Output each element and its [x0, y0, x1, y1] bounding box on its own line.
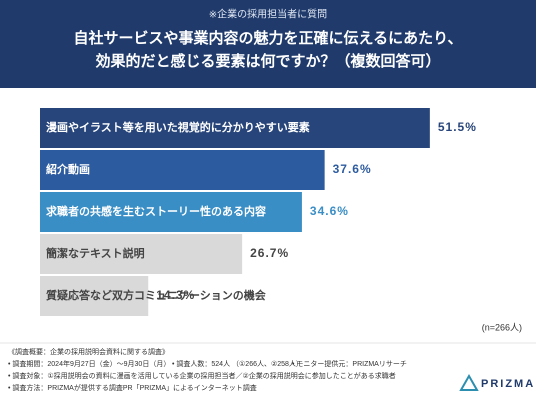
survey-heading: 《調査概要：企業の採用説明会資料に関する調査》 — [8, 347, 169, 356]
survey-line: • 調査人数：524人 （①266人、②258人） — [172, 359, 303, 368]
value-label: 51.5% — [438, 120, 477, 134]
category-label: 求職者の共感を生むストーリー性のある内容 — [46, 204, 266, 218]
bar — [40, 276, 149, 316]
value-label: 34.6% — [310, 204, 349, 218]
bar — [40, 150, 325, 190]
category-label: 簡潔なテキスト説明 — [46, 246, 145, 260]
bar — [40, 108, 430, 148]
logo-icon — [459, 373, 479, 391]
category-label: 漫画やイラスト等を用いた視覚的に分かりやすい要素 — [46, 120, 310, 134]
bar — [40, 192, 302, 232]
survey-line: • 調査期間：2024年9月27日（金）～9月30日（月） — [8, 359, 170, 368]
category-label: 質疑応答など双方コミュニケーションの機会 — [46, 288, 267, 302]
survey-line: • モニター提供元：PRIZMAリサーチ — [292, 359, 407, 368]
value-label: 37.6% — [333, 162, 372, 176]
title-line: 自社サービスや事業内容の魅力を正確に伝えるにあたり、 — [74, 29, 463, 47]
title-line: 効果的だと感じる要素は何ですか？（複数回答可） — [95, 52, 440, 70]
value-label: 14.3% — [156, 288, 195, 302]
bar — [40, 234, 243, 274]
survey-line: • 調査対象：①採用説明会の資料に漫画を活用している企業の採用担当者／②企業の採… — [8, 371, 396, 380]
category-label: 紹介動画 — [46, 162, 90, 176]
header-band — [0, 0, 536, 88]
subtitle: ※企業の採用担当者に質問 — [209, 8, 327, 21]
logo: PRIZMA — [481, 378, 535, 390]
sample-note: (n=266人) — [482, 322, 522, 332]
survey-line: • 調査方法：PRIZMAが提供する調査PR「PRIZMA」によるインターネット… — [8, 383, 257, 392]
value-label: 26.7% — [250, 246, 289, 260]
